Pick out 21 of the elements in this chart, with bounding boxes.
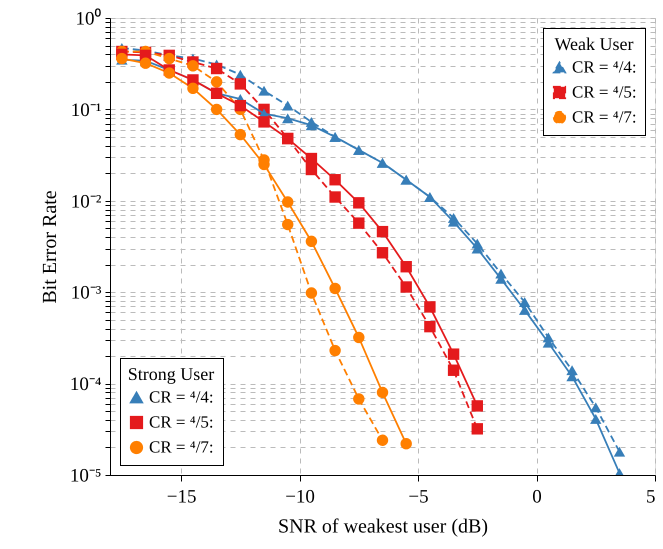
y-axis-title: Bit Error Rate bbox=[38, 190, 61, 304]
text: Strong User bbox=[128, 364, 214, 384]
y-tick-label: 10⁻⁵ bbox=[70, 466, 102, 486]
x-axis-title: SNR of weakest user (dB) bbox=[278, 516, 488, 538]
y-tick-label: 10⁻² bbox=[70, 191, 102, 212]
y-tick-label: 10⁰ bbox=[76, 8, 102, 30]
y-tick-label: 10⁻³ bbox=[70, 282, 102, 304]
legend-label: CR = ⁴/7: bbox=[149, 438, 214, 456]
x-tick-label: 5 bbox=[646, 486, 656, 508]
x-tick-label: −10 bbox=[285, 486, 315, 508]
x-tick-label: −5 bbox=[408, 486, 429, 508]
legend-label: CR = ⁴/5: bbox=[149, 412, 214, 432]
text: Weak User bbox=[554, 34, 634, 54]
x-tick-label: −15 bbox=[166, 486, 196, 508]
legend-label: CR = ⁴/4: bbox=[149, 388, 214, 406]
y-tick-label: 10⁻⁴ bbox=[70, 374, 102, 396]
legend-label: CR = ⁴/5: bbox=[572, 82, 637, 102]
y-tick-label: 10⁻¹ bbox=[70, 100, 102, 121]
legend-label: CR = ⁴/7: bbox=[572, 108, 637, 126]
x-tick-label: 0 bbox=[532, 486, 542, 508]
legend-label: CR = ⁴/4: bbox=[572, 58, 637, 76]
